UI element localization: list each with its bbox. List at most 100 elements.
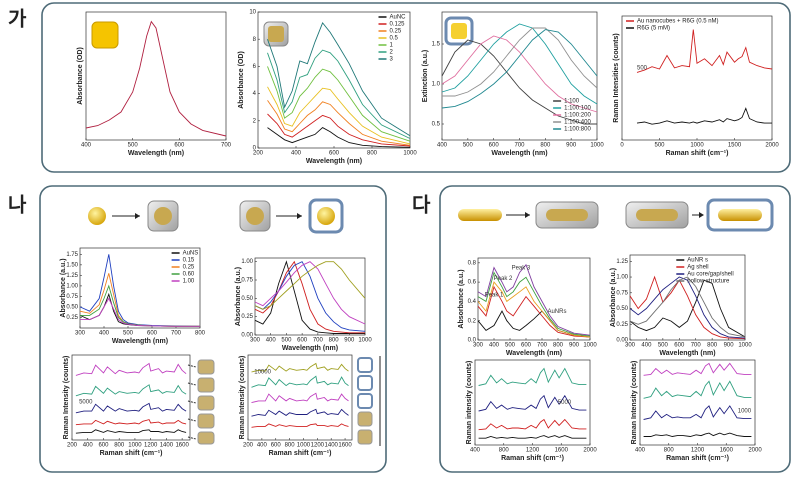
y-tick-label: 0.25 xyxy=(616,322,628,328)
x-tick-label: 800 xyxy=(114,443,125,449)
legend-label: AuNS xyxy=(183,251,199,257)
x-tick-label: 1400 xyxy=(325,443,339,449)
y-tick-label: 1.25 xyxy=(616,259,628,265)
x-tick-label: 1600 xyxy=(555,448,569,454)
x-tick-label: 200 xyxy=(67,443,78,449)
spectrum-line xyxy=(267,100,411,146)
y-tick-label: 0.0 xyxy=(468,338,477,344)
x-tick-label: 1600 xyxy=(175,443,189,449)
x-tick-label: 400 xyxy=(83,443,94,449)
particle-icon xyxy=(357,393,373,409)
y-tick-label: 1.00 xyxy=(66,283,78,289)
y-tick-label: 1.5 xyxy=(432,42,441,48)
x-axis-title: Wavelength (nm) xyxy=(491,150,547,157)
y-axis-title: Raman Intensities (counts) xyxy=(613,33,620,122)
spectrum-line xyxy=(251,392,349,404)
panel-label: 다 xyxy=(412,193,431,216)
spectrum-line xyxy=(80,297,200,327)
x-tick-label: 500 xyxy=(123,331,134,337)
spectrum-line xyxy=(75,362,187,376)
spectrum-line xyxy=(267,113,411,147)
x-tick-label: 600 xyxy=(297,338,308,344)
y-tick-label: 0.8 xyxy=(468,260,477,266)
x-axis-title: Wavelength (nm) xyxy=(306,158,362,165)
legend-label: 1:100:100 xyxy=(564,106,591,112)
x-tick-label: 300 xyxy=(625,343,636,349)
panel-frame xyxy=(39,185,387,473)
x-tick-label: 400 xyxy=(437,143,448,149)
y-tick-label: 1.0 xyxy=(432,82,441,88)
spectrum-line xyxy=(643,432,752,437)
annotation: Peak 2 xyxy=(494,276,513,282)
legend-label: 0.125 xyxy=(390,22,406,28)
x-tick-label: 1200 xyxy=(691,448,705,454)
x-tick-label: 800 xyxy=(329,338,340,344)
spectrum-line xyxy=(441,29,598,109)
spectrum-line xyxy=(643,380,752,399)
y-tick-label: 1.00 xyxy=(241,259,253,265)
x-tick-label: 900 xyxy=(569,343,580,349)
x-tick-label: 2000 xyxy=(748,448,762,454)
x-tick-label: 800 xyxy=(367,151,378,157)
x-tick-label: 1200 xyxy=(144,443,158,449)
particle-icon xyxy=(357,411,373,427)
legend-label: 1.00 xyxy=(183,279,195,285)
y-axis-title: Absorbance (a.u.) xyxy=(610,268,617,327)
y-axis-title: Extinction (a.u.) xyxy=(422,50,429,103)
spectrum-line xyxy=(441,23,598,105)
x-tick-label: 800 xyxy=(664,448,675,454)
particle-icon xyxy=(197,377,215,393)
nanorod-icon xyxy=(458,209,502,221)
x-tick-label: 400 xyxy=(291,151,302,157)
spectrum-line xyxy=(254,260,365,334)
y-tick-label: 0.50 xyxy=(66,305,78,311)
nanosphere-icon xyxy=(88,207,106,225)
x-tick-label: 400 xyxy=(266,338,277,344)
nanoframe-core xyxy=(451,23,467,39)
x-tick-label: 700 xyxy=(171,331,182,337)
spectrum-line xyxy=(629,279,746,338)
x-tick-label: 0 xyxy=(620,143,624,149)
x-tick-label: 600 xyxy=(521,343,532,349)
spectrum-line xyxy=(254,261,366,310)
y-axis-title: Raman Intensity (counts) xyxy=(631,361,638,445)
x-tick-label: 800 xyxy=(285,443,296,449)
nanocube-icon xyxy=(91,21,119,49)
x-tick-label: 1000 xyxy=(297,443,311,449)
x-tick-label: 400 xyxy=(470,448,481,454)
x-axis-title: Raman shift (cm⁻¹) xyxy=(100,450,163,457)
legend-label: 1:100:200 xyxy=(564,113,591,119)
x-tick-label: 1500 xyxy=(728,143,742,149)
arrow-head xyxy=(135,213,140,219)
nanoframe-core xyxy=(317,207,335,225)
x-tick-label: 1600 xyxy=(720,448,734,454)
legend-label: Au nanocubes + R6G (0.5 nM) xyxy=(637,19,719,25)
y-tick-label: 0 xyxy=(253,146,257,152)
spectrum-line xyxy=(75,429,187,434)
x-tick-label: 600 xyxy=(489,143,500,149)
y-tick-label: 0.75 xyxy=(616,290,628,296)
x-tick-label: 1000 xyxy=(583,343,597,349)
y-axis-title: Absorbance (OD) xyxy=(238,51,245,109)
spectrum-line xyxy=(478,435,587,439)
x-tick-label: 1200 xyxy=(526,448,540,454)
legend-label: 0.25 xyxy=(390,29,402,35)
y-tick-label: 0.00 xyxy=(241,333,253,339)
y-tick-label: 8 xyxy=(253,37,257,43)
spectrum-line xyxy=(629,275,746,340)
raman-icon-column xyxy=(357,356,381,446)
x-tick-label: 700 xyxy=(514,143,525,149)
x-tick-label: 700 xyxy=(537,343,548,349)
plot-frame xyxy=(621,15,773,141)
x-tick-label: 600 xyxy=(98,443,109,449)
plot-frame xyxy=(79,247,201,329)
spectrum-line xyxy=(643,362,752,376)
spectrum-line xyxy=(251,408,349,417)
spectrum-line xyxy=(251,423,349,428)
annotation: 1000 xyxy=(738,409,752,415)
x-tick-label: 500 xyxy=(463,143,474,149)
y-tick-label: 0.25 xyxy=(66,315,78,321)
plot-frame xyxy=(71,354,191,441)
spectrum-line xyxy=(254,261,366,332)
spectrum-line xyxy=(636,107,772,125)
